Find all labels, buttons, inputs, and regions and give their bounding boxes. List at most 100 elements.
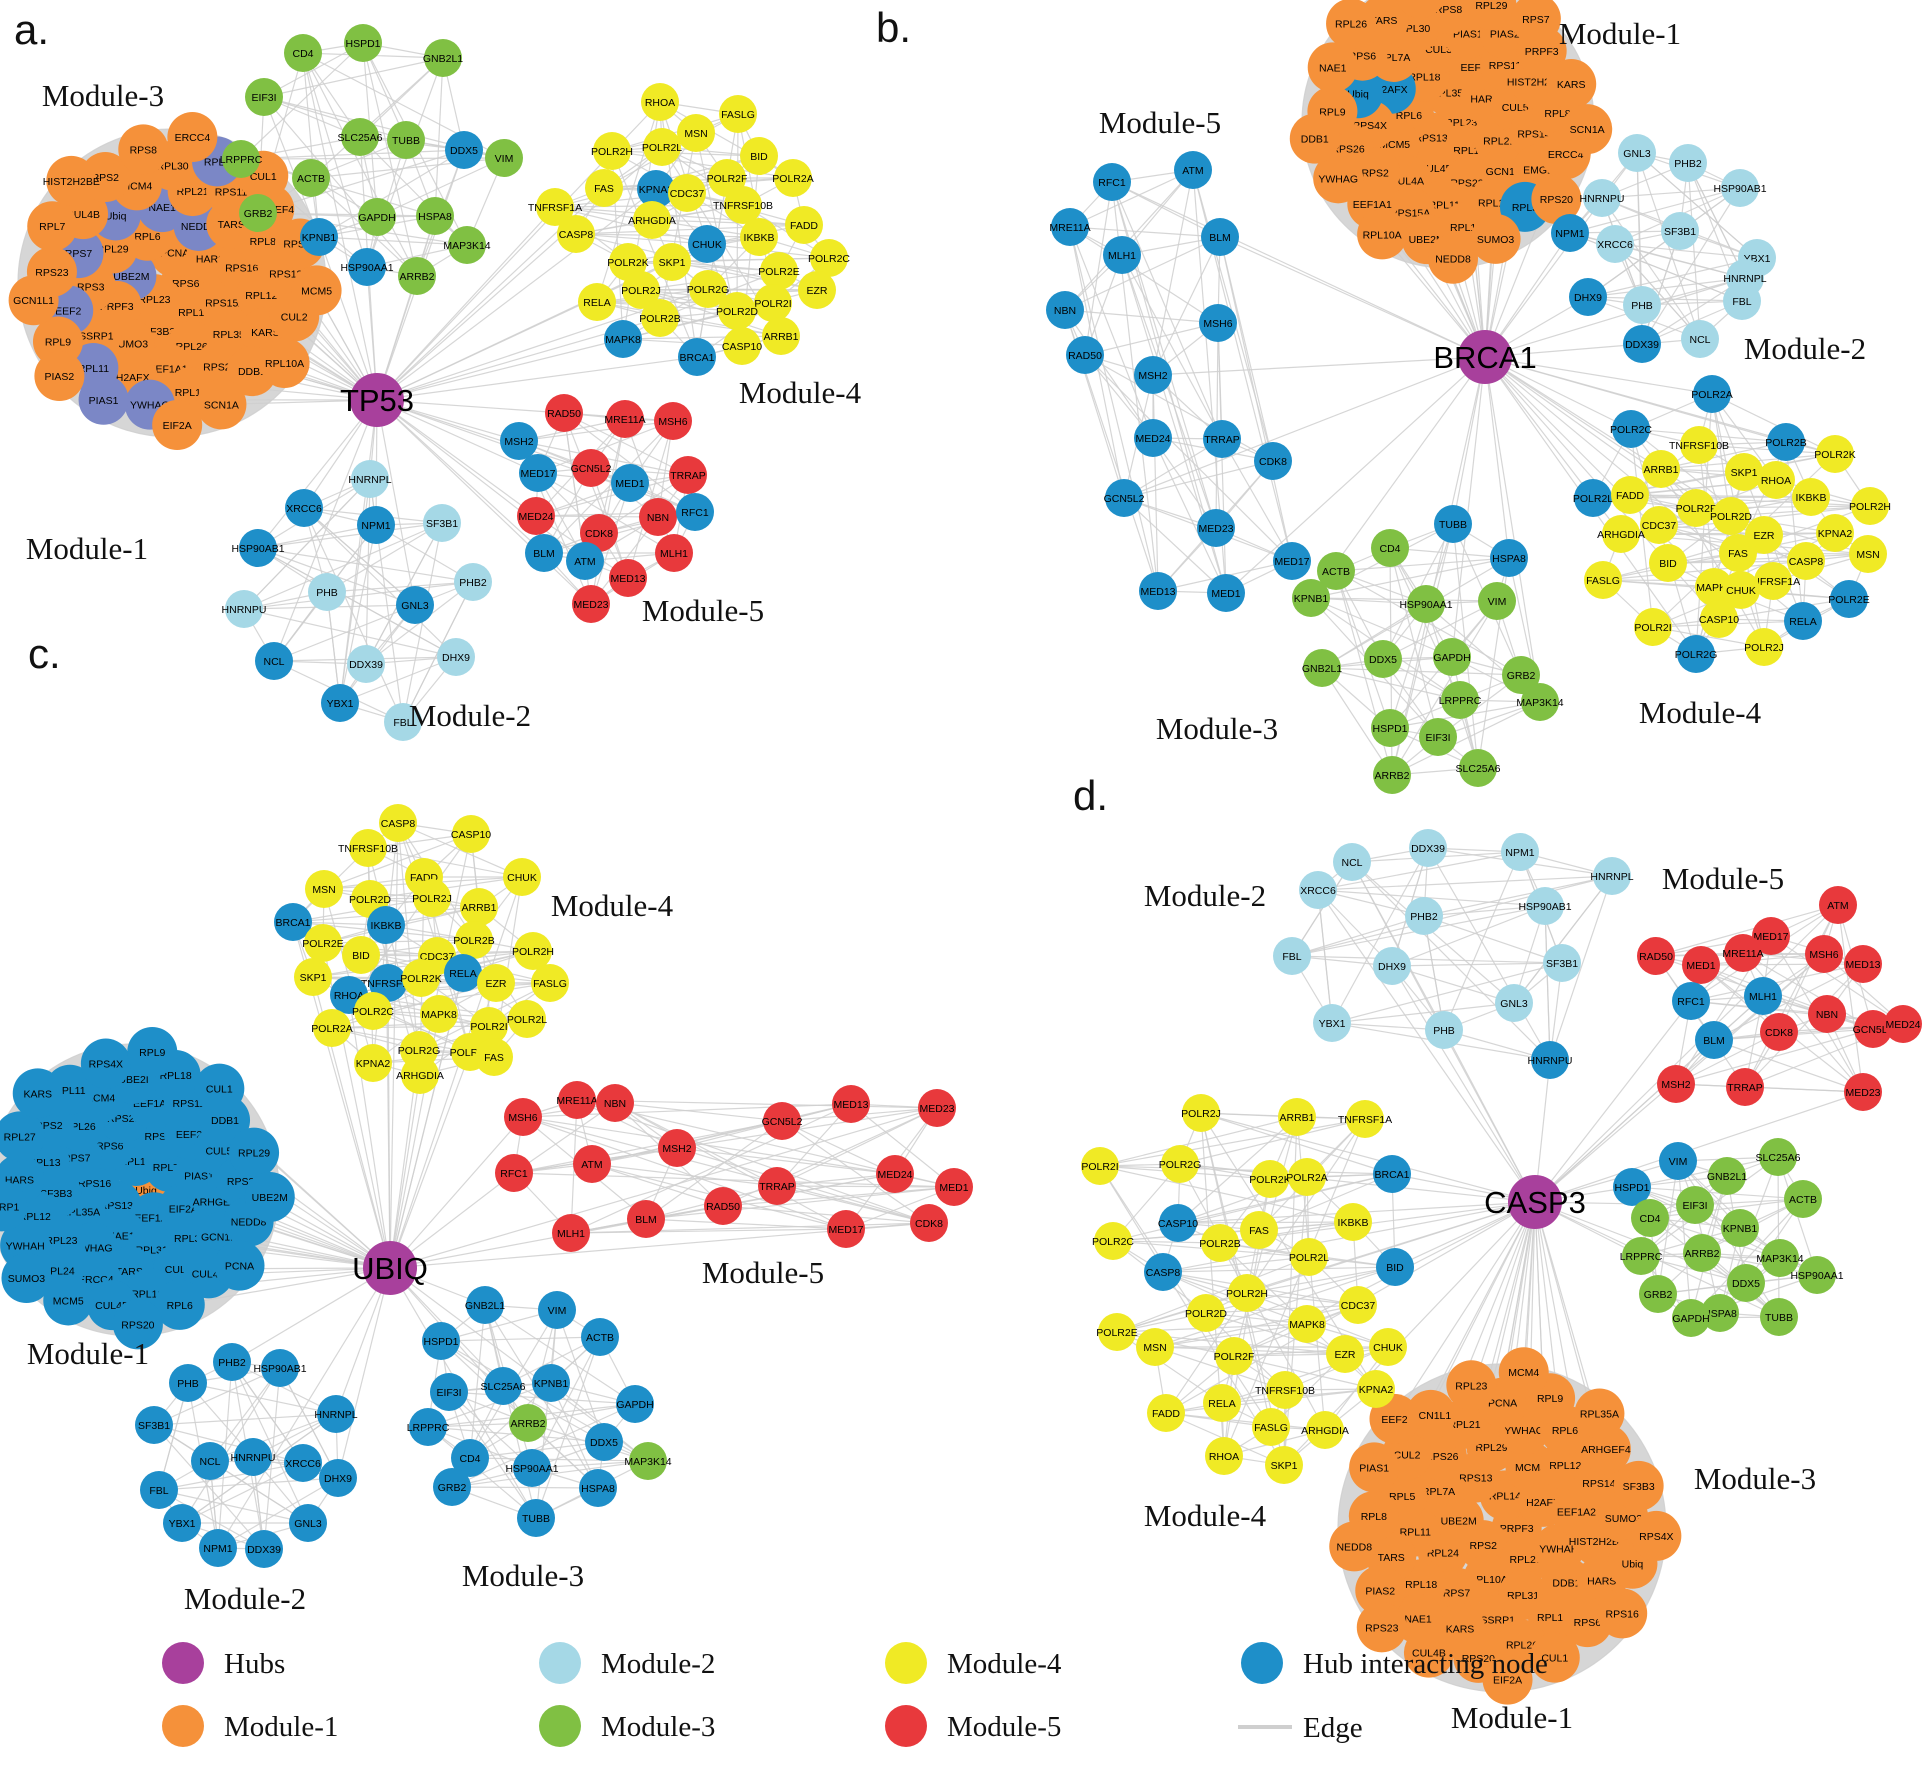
node	[514, 932, 552, 970]
edge	[570, 1103, 852, 1234]
nodes-layer: RPS6RPL23PCNARPL14UBE2MHARSSF3B3RPL6RPS1…	[8, 24, 850, 741]
node-label: MED13	[610, 573, 645, 585]
node	[654, 402, 692, 440]
node-label: POLR2L	[507, 1014, 547, 1026]
hub-edge	[318, 236, 378, 401]
node	[8, 275, 59, 326]
node-label: BLM	[635, 1214, 657, 1226]
hub-label: UBIQ	[352, 1251, 428, 1286]
node	[1551, 214, 1589, 252]
node-label: MRE11A	[604, 414, 645, 426]
node	[1683, 1234, 1721, 1272]
node-label: RPL18	[1408, 72, 1440, 84]
node-label: NBN	[1816, 1009, 1838, 1021]
hub-node	[1458, 330, 1512, 384]
node-label: TRRAP	[1727, 1082, 1763, 1094]
node-label: RFC1	[681, 507, 709, 519]
node-label: MSH2	[504, 436, 533, 448]
node-label: MED1	[1686, 960, 1715, 972]
node-label: MAP3K14	[1756, 1253, 1803, 1265]
legend-label: Module-4	[947, 1648, 1062, 1680]
node-label: CDC37	[1341, 1300, 1376, 1312]
node-label: RPL6	[1552, 1425, 1578, 1437]
node-label: RHOA	[334, 990, 364, 1002]
node-label: MED17	[828, 1224, 863, 1236]
legend-swatch-module-5	[885, 1705, 927, 1747]
node	[1349, 1442, 1400, 1493]
node	[1526, 887, 1564, 925]
node	[27, 201, 78, 252]
edge	[158, 1462, 304, 1491]
node	[1356, 1602, 1407, 1653]
node	[580, 514, 618, 552]
node-label: RHOA	[645, 97, 675, 109]
node-label: GCN5L2	[571, 463, 612, 475]
edge	[158, 1489, 265, 1550]
node-label: RPS20	[1462, 1653, 1495, 1665]
node	[222, 140, 260, 178]
node	[1854, 1010, 1892, 1048]
node-label: POLR2J	[621, 285, 661, 297]
node-label: MLH1	[557, 1228, 585, 1240]
node-label: EIF3I	[1425, 732, 1450, 744]
node	[1618, 134, 1656, 172]
node-label: HSP90AA1	[505, 1463, 558, 1475]
node-label: CHUK	[692, 239, 722, 251]
node-label: NPM1	[203, 1543, 232, 1555]
edge	[339, 524, 377, 704]
module-label: Module-3	[462, 1558, 584, 1593]
node-label: NPM1	[1555, 228, 1584, 240]
node	[1637, 937, 1675, 975]
edge	[1391, 905, 1546, 967]
node-label: NEDD8	[1336, 1541, 1372, 1553]
hub-edge	[179, 1267, 391, 1306]
node	[1657, 1065, 1695, 1103]
edge	[263, 96, 407, 141]
edge	[1064, 309, 1154, 439]
node-label: GNB2L1	[465, 1300, 505, 1312]
hub-edge	[1484, 356, 1594, 499]
node-label: POLR2G	[1675, 649, 1718, 661]
node-label: RPL9	[45, 337, 71, 349]
node-label: MED13	[833, 1099, 868, 1111]
hub-edge	[389, 822, 399, 1269]
module-label: Module-3	[42, 78, 164, 113]
edge	[217, 1477, 339, 1549]
node	[504, 1098, 542, 1136]
node	[1754, 562, 1792, 600]
hub-edge	[1534, 1091, 1864, 1203]
node-label: GRB2	[244, 208, 273, 220]
node	[1631, 1510, 1682, 1561]
edge	[522, 1116, 896, 1175]
node	[398, 257, 436, 295]
edge	[659, 132, 697, 319]
node-label: POLR2F	[1676, 503, 1717, 515]
node-label: NBN	[1054, 305, 1076, 317]
node	[579, 1469, 617, 1507]
node-label: CDK8	[1765, 1027, 1793, 1039]
panel-letter: b.	[876, 4, 911, 51]
node-label: KPNB1	[534, 1378, 569, 1390]
edge	[1742, 952, 1864, 1093]
node-label: POLR2D	[1185, 1308, 1227, 1320]
node	[704, 1187, 742, 1225]
node	[291, 265, 342, 316]
node-label: CUL4B	[1412, 1648, 1446, 1660]
node	[1105, 479, 1143, 517]
node	[538, 1291, 576, 1329]
node-label: POLR2H	[591, 146, 633, 158]
module-label: Module-2	[184, 1581, 306, 1616]
node-label: POLR2L	[1573, 493, 1613, 505]
node	[760, 252, 798, 290]
node-label: SKP1	[659, 257, 686, 269]
node-label: YWHAG	[1504, 1425, 1544, 1437]
hub-edge	[389, 876, 523, 1269]
node-label: H2AFX	[1526, 1497, 1560, 1509]
node-label: HSPA8	[581, 1483, 615, 1495]
node-label: RHOA	[1761, 475, 1791, 487]
node	[354, 992, 392, 1030]
node-label: CASP10	[1699, 614, 1739, 626]
node-label: MRE11A	[1722, 948, 1763, 960]
node	[1266, 1371, 1304, 1409]
node-label: RPS4X	[89, 1059, 123, 1071]
